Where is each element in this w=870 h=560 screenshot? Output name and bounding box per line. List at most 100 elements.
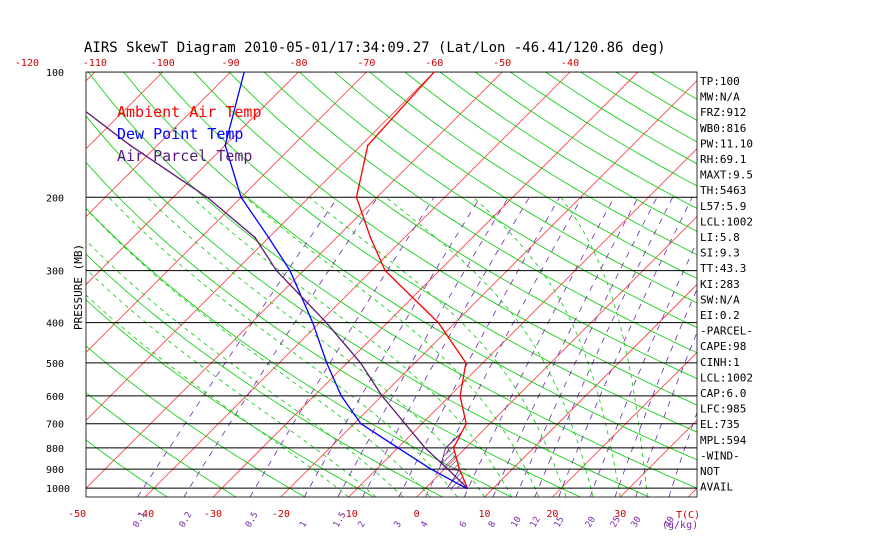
moist-adiabat-line <box>472 196 621 497</box>
index-entry: SI:9.3 <box>700 247 740 260</box>
mixing-ratio-line <box>183 197 378 497</box>
index-entry: RH:69.1 <box>700 153 746 166</box>
isotherm-line <box>212 72 639 497</box>
dry-adiabat-line <box>263 72 697 354</box>
pressure-tick-label: 1000 <box>46 484 70 495</box>
mixing-ratio-label: 10 <box>510 515 524 529</box>
pressure-tick-label: 600 <box>46 392 64 403</box>
data-point <box>397 446 399 449</box>
dry-adiabat-line <box>193 72 697 406</box>
index-entry: LI:5.8 <box>700 231 740 244</box>
data-point <box>311 321 314 324</box>
data-point <box>325 321 328 324</box>
dry-adiabat-line <box>510 72 697 187</box>
dry-adiabat-line <box>86 345 306 497</box>
data-point <box>325 362 328 364</box>
grid-layer <box>86 72 697 497</box>
temp-tick-top: -50 <box>493 58 511 69</box>
dry-adiabat-line <box>158 72 697 433</box>
index-entry: AVAIL <box>700 481 733 494</box>
pressure-tick-label: 700 <box>46 420 64 431</box>
temp-tick-bottom: -40 <box>136 509 154 520</box>
index-entry: KI:283 <box>700 278 740 291</box>
index-entry: CINH:1 <box>700 356 740 369</box>
moist-adiabat-line <box>86 268 377 497</box>
dry-adiabat-line <box>404 72 697 256</box>
mixing-ratio-label: 3 <box>393 520 404 530</box>
ambient-air-temp-series <box>355 72 469 489</box>
data-point <box>359 362 362 364</box>
data-point <box>240 196 243 199</box>
data-point <box>224 144 227 147</box>
isotherm-line <box>86 72 367 353</box>
mixing-ratio-label: 1 <box>298 520 309 530</box>
dry-adiabat-line <box>86 392 237 497</box>
data-point <box>267 236 270 239</box>
dry-adiabat-line <box>88 72 697 489</box>
index-entry: EI:0.2 <box>700 309 740 322</box>
mixing-ratio-label: 30 <box>630 515 644 529</box>
temp-tick-top: -40 <box>561 58 579 69</box>
index-entry: EL:735 <box>700 418 740 431</box>
temp-tick-bottom: -20 <box>272 509 290 520</box>
moist-adiabat-line <box>86 294 349 497</box>
dry-adiabat-line <box>369 72 697 280</box>
data-point <box>366 144 369 147</box>
x-axis-label: T(C) <box>676 510 700 521</box>
data-point <box>452 446 455 449</box>
mixing-ratio-line <box>303 197 481 497</box>
pressure-tick-label: 300 <box>46 267 64 278</box>
mixing-ratio-label: 0.2 <box>178 510 195 529</box>
mixing-ratio-line <box>534 197 674 497</box>
legend-entry: Dew Point Temp <box>117 125 243 143</box>
index-entry: SW:N/A <box>700 293 740 306</box>
data-point <box>254 236 256 239</box>
plot-frame <box>85 71 698 498</box>
index-entry: CAP:6.0 <box>700 387 746 400</box>
data-point <box>340 395 343 397</box>
pressure-tick-label: 500 <box>46 359 64 370</box>
data-point <box>289 269 291 272</box>
data-point <box>404 422 406 425</box>
mixing-ratio-label: 4 <box>419 520 430 530</box>
dry-adiabat-line <box>86 253 443 497</box>
temp-tick-top: -120 <box>15 58 39 69</box>
pressure-tick-label: 200 <box>46 193 64 204</box>
dry-adiabat-line <box>299 72 697 329</box>
mixing-ratio-label: 8 <box>487 520 498 530</box>
index-entry: LCL:1002 <box>700 371 753 384</box>
dry-adiabat-line <box>86 115 650 497</box>
mixing-ratio-line <box>492 197 639 497</box>
isotherm-line <box>86 72 163 150</box>
index-entry: LCL:1002 <box>700 215 753 228</box>
index-entry: MW:N/A <box>700 91 740 104</box>
pressure-tick-label: 100 <box>46 68 64 79</box>
data-point <box>369 236 372 239</box>
temp-tick-top: -80 <box>289 58 307 69</box>
data-point <box>424 446 426 449</box>
data-point <box>381 395 383 397</box>
mixing-ratio-line <box>614 288 697 497</box>
dry-adiabat-line <box>334 72 697 304</box>
dry-adiabat-line <box>86 299 374 497</box>
pressure-tick-label: 800 <box>46 444 64 455</box>
temp-tick-bottom: -30 <box>204 509 222 520</box>
dew-point-temp-series <box>224 72 467 489</box>
mixing-ratio-label: 6 <box>458 520 469 530</box>
index-entry: -PARCEL- <box>700 325 753 338</box>
data-point <box>360 422 362 425</box>
data-point <box>430 468 432 470</box>
data-point <box>458 468 461 470</box>
temp-tick-top: -110 <box>83 58 107 69</box>
mixing-ratio-label: 40 <box>663 515 677 529</box>
index-entry: MAXT:9.5 <box>700 169 753 182</box>
temp-tick-bottom: 10 <box>478 509 490 520</box>
isotherm-line <box>86 72 435 421</box>
mixing-ratio-unit: (g/kg) <box>662 520 698 531</box>
mixing-ratio-label: 2 <box>357 520 368 530</box>
index-entry: CAPE:98 <box>700 340 746 353</box>
mixing-ratio-line <box>337 197 509 497</box>
moist-adiabat-line <box>146 197 485 497</box>
isotherm-line <box>86 72 231 218</box>
